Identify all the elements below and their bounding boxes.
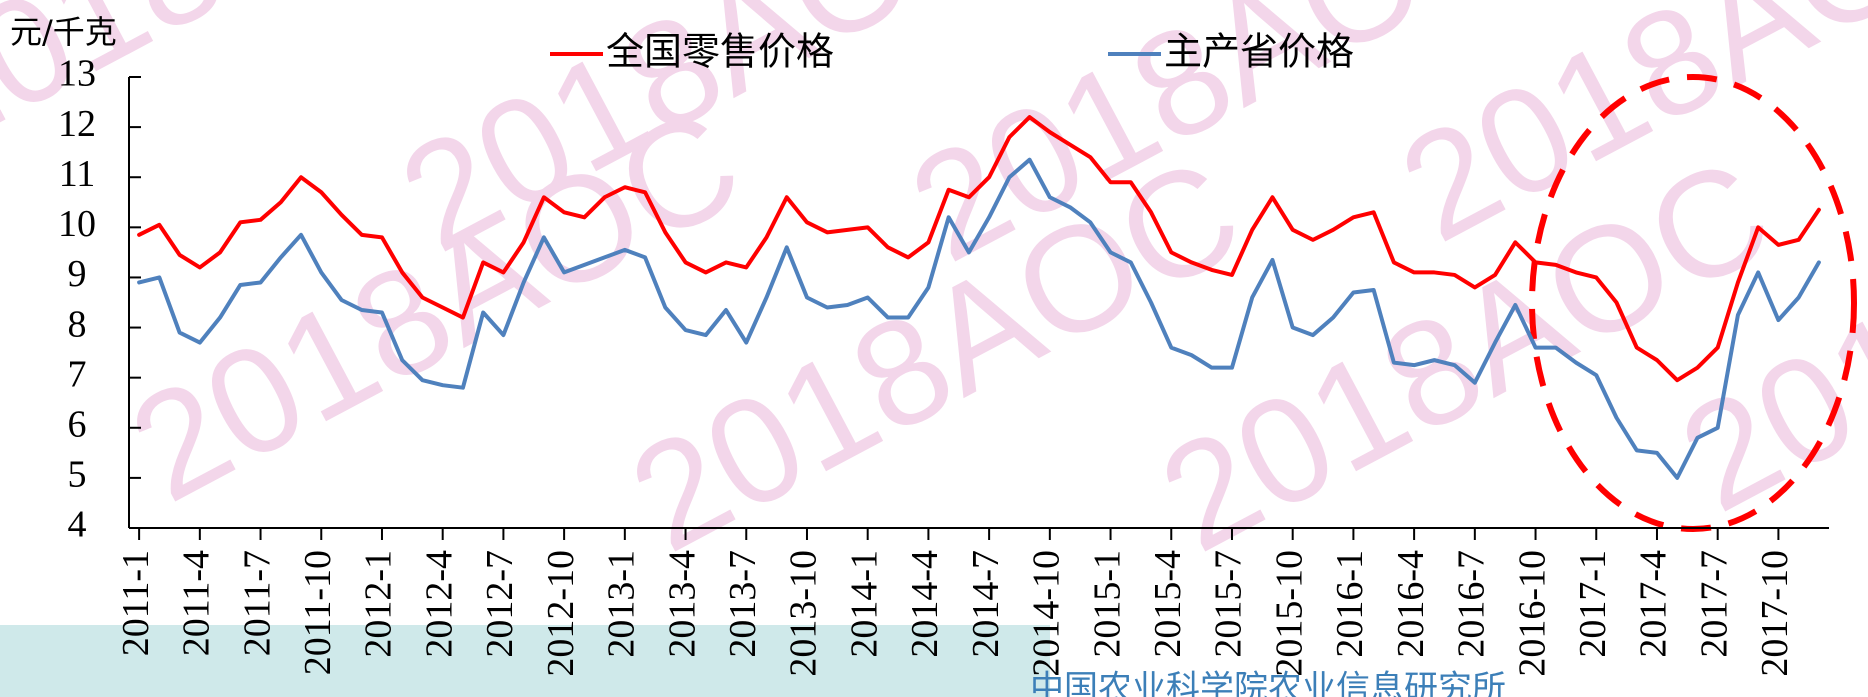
x-tick-label: 2015-4: [1147, 550, 1189, 658]
y-tick-label: 8: [68, 303, 87, 345]
x-tick-label: 2011-4: [176, 550, 218, 656]
y-tick-label: 11: [59, 153, 96, 195]
y-tick-label: 6: [68, 403, 87, 445]
y-tick-label: 13: [58, 53, 96, 95]
x-tick-label: 2012-4: [418, 550, 460, 658]
x-tick-label: 2013-1: [601, 550, 643, 658]
x-tick-label: 2017-1: [1572, 550, 1614, 658]
legend-label: 主产省价格: [1164, 30, 1354, 74]
y-tick-label: 12: [58, 103, 96, 145]
x-tick-label: 2015-1: [1086, 550, 1128, 658]
x-tick-label: 2012-7: [479, 550, 521, 658]
x-tick-label: 2016-7: [1451, 550, 1493, 658]
series-line: [137, 157, 1821, 480]
legend-label: 全国零售价格: [606, 30, 834, 74]
footer-text: 中国农业科学院农业信息研究所: [1030, 669, 1506, 697]
x-tick-label: 2016-4: [1390, 550, 1432, 658]
footer-band: [0, 625, 1050, 697]
x-tick-label: 2015-7: [1208, 550, 1250, 658]
x-tick-label: 2015-10: [1268, 550, 1310, 677]
x-tick-label: 2011-1: [115, 550, 157, 656]
x-tick-label: 2014-10: [1026, 550, 1068, 677]
x-tick-label: 2013-4: [661, 550, 703, 658]
y-tick-label: 10: [58, 203, 96, 245]
x-tick-label: 2014-1: [843, 550, 885, 658]
x-tick-label: 2017-7: [1693, 550, 1735, 658]
y-axis-label: 元/千克: [10, 13, 117, 51]
x-tick-label: 2014-4: [904, 550, 946, 658]
y-tick-label: 4: [68, 504, 87, 546]
y-tick-label: 9: [68, 253, 87, 295]
y-tick-label: 5: [68, 454, 87, 496]
x-tick-label: 2011-10: [297, 550, 339, 675]
x-tick-label: 2017-10: [1754, 550, 1796, 677]
x-tick-label: 2016-10: [1511, 550, 1553, 677]
x-tick-label: 2013-7: [722, 550, 764, 658]
x-tick-label: 2011-7: [236, 550, 278, 656]
x-tick-label: 2012-1: [358, 550, 400, 658]
x-tick-label: 2012-10: [540, 550, 582, 677]
watermarks: 2018AOC2018AOC2018AOC2018AOC2018AOC2018A…: [0, 0, 1868, 583]
series-line: [137, 115, 1821, 383]
x-tick-label: 2013-10: [783, 550, 825, 677]
x-tick-label: 2014-7: [965, 550, 1007, 658]
x-tick-label: 2016-1: [1329, 550, 1371, 658]
y-tick-label: 7: [68, 353, 87, 395]
x-tick-label: 2017-4: [1633, 550, 1675, 658]
